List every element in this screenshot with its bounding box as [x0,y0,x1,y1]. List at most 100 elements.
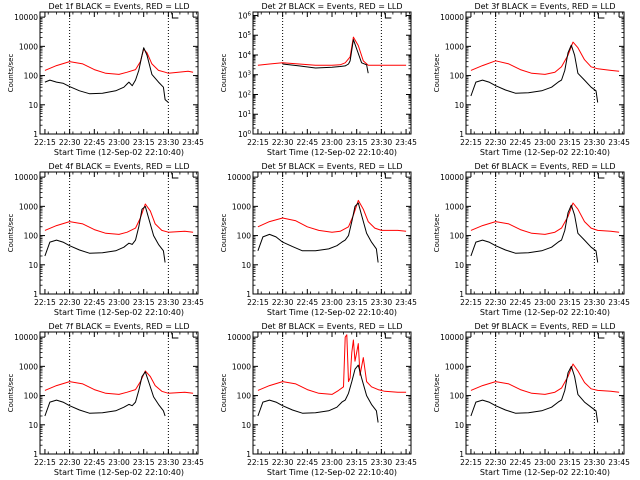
interval-marker [597,333,605,339]
y-tick-label: 100 [237,232,252,241]
y-tick-label: 1000 [232,202,251,211]
x-tick-label: 23:30 [584,458,606,467]
x-axis-label: Start Time (12-Sep-02 22:10:40) [480,308,610,317]
x-axis-label: Start Time (12-Sep-02 22:10:40) [54,148,184,157]
y-tick-label: 10000 [14,173,38,182]
x-tick-label: 22:15 [460,458,482,467]
panel-det6f: Det 6f BLACK = Events, RED = LLD 1 10 100 10… [433,162,630,317]
x-tick-label: 22:30 [485,458,507,467]
x-tick-label: 23:30 [371,138,393,147]
plot-frame [39,171,199,295]
x-tick-label: 22:45 [297,138,319,147]
panel-title: Det 7f BLACK = Events, RED = LLD [48,322,189,331]
y-axis-label: Counts/sec [220,214,228,253]
x-tick-label: 22:30 [272,138,294,147]
y-tick-label: 1 [33,290,38,299]
x-tick-label: 22:30 [485,138,507,147]
y-tick-label: 10 [454,101,464,110]
y-tick-label: 100 [237,392,252,401]
x-tick-label: 22:45 [510,298,532,307]
y-axis-label: Counts/sec [433,374,441,413]
x-tick-label: 23:00 [321,458,343,467]
x-tick-label: 22:30 [485,298,507,307]
y-tick-label: 10 [241,421,251,430]
panel-det1f: Det 1f BLACK = Events, RED = LLD 1 10 100 10… [7,2,204,157]
y-tick-label: 1000 [19,42,38,51]
x-tick-label: 22:45 [84,298,106,307]
x-tick-label: 22:15 [34,458,56,467]
lld-rate-line [470,41,620,75]
panel-det3f: Det 3f BLACK = Events, RED = LLD 1 10 100 10… [433,2,630,157]
panel-title: Det 6f BLACK = Events, RED = LLD [474,162,615,171]
y-tick-label: 10000 [14,13,38,22]
y-tick-label: 10000 [227,333,251,342]
x-axis-label: Start Time (12-Sep-02 22:10:40) [267,468,397,477]
plot-frame [465,331,625,455]
lld-rate-line [257,199,407,233]
plot-frame [252,11,412,135]
x-tick-label: 23:30 [371,298,393,307]
y-axis-label: Counts/sec [7,54,15,93]
y-tick-label: 1 [246,290,251,299]
x-tick-label: 22:15 [247,298,269,307]
y-tick-label: 100 [450,72,465,81]
y-tick-label: 10 [454,261,464,270]
y-axis-label: Counts/sec [220,374,228,413]
x-tick-label: 23:15 [133,298,155,307]
x-tick-label: 23:45 [182,138,204,147]
y-tick-label: 1000 [445,202,464,211]
lld-rate-line [44,203,194,235]
panel-title: Det 2f BLACK = Events, RED = LLD [261,2,402,11]
x-tick-label: 23:45 [608,138,630,147]
panel-det7f: Det 7f BLACK = Events, RED = LLD 1 10 100 10… [7,322,204,477]
x-tick-label: 22:15 [247,138,269,147]
y-tick-label: 100 [24,392,39,401]
y-tick-label: 1 [459,290,464,299]
events-rate-line [257,202,379,263]
y-tick-label: 100 [238,130,252,139]
y-tick-label: 10000 [440,333,464,342]
x-tick-label: 23:00 [108,138,130,147]
y-tick-label: 10000 [14,333,38,342]
y-axis-label: Counts/sec [7,374,15,413]
x-tick-label: 23:30 [158,298,180,307]
x-tick-label: 22:30 [272,298,294,307]
y-tick-label: 102 [238,90,251,99]
interval-marker [171,173,179,179]
x-tick-label: 23:15 [559,458,581,467]
y-tick-label: 10 [28,421,38,430]
x-tick-label: 23:00 [321,138,343,147]
events-rate-line [470,44,599,103]
x-tick-label: 23:00 [534,298,556,307]
x-tick-label: 23:00 [534,458,556,467]
interval-marker [384,173,392,179]
lld-rate-line [470,202,620,235]
panel-det5f: Det 5f BLACK = Events, RED = LLD 1 10 100 10… [220,162,417,317]
x-tick-label: 22:15 [247,458,269,467]
x-tick-label: 23:15 [133,138,155,147]
events-rate-line [257,364,379,423]
lld-rate-line [44,370,194,395]
lld-rate-line [470,363,620,395]
panel-det8f: Det 8f BLACK = Events, RED = LLD 1 10 100 10… [220,322,417,477]
y-tick-label: 104 [238,51,252,60]
y-tick-label: 1 [459,450,464,459]
x-axis-label: Start Time (12-Sep-02 22:10:40) [480,468,610,477]
x-tick-label: 22:30 [272,458,294,467]
x-tick-label: 23:15 [559,138,581,147]
interval-marker [171,333,179,339]
y-tick-label: 1 [33,130,38,139]
x-tick-label: 23:45 [608,298,630,307]
lld-rate-line [257,36,407,66]
panel-title: Det 1f BLACK = Events, RED = LLD [48,2,189,11]
x-tick-label: 22:15 [460,298,482,307]
x-tick-label: 23:15 [346,138,368,147]
y-tick-label: 1000 [232,362,251,371]
events-rate-line [44,371,166,417]
y-tick-label: 103 [238,71,252,80]
x-tick-label: 22:15 [34,138,56,147]
y-tick-label: 1000 [19,202,38,211]
y-tick-label: 100 [450,232,465,241]
x-tick-label: 23:00 [108,298,130,307]
